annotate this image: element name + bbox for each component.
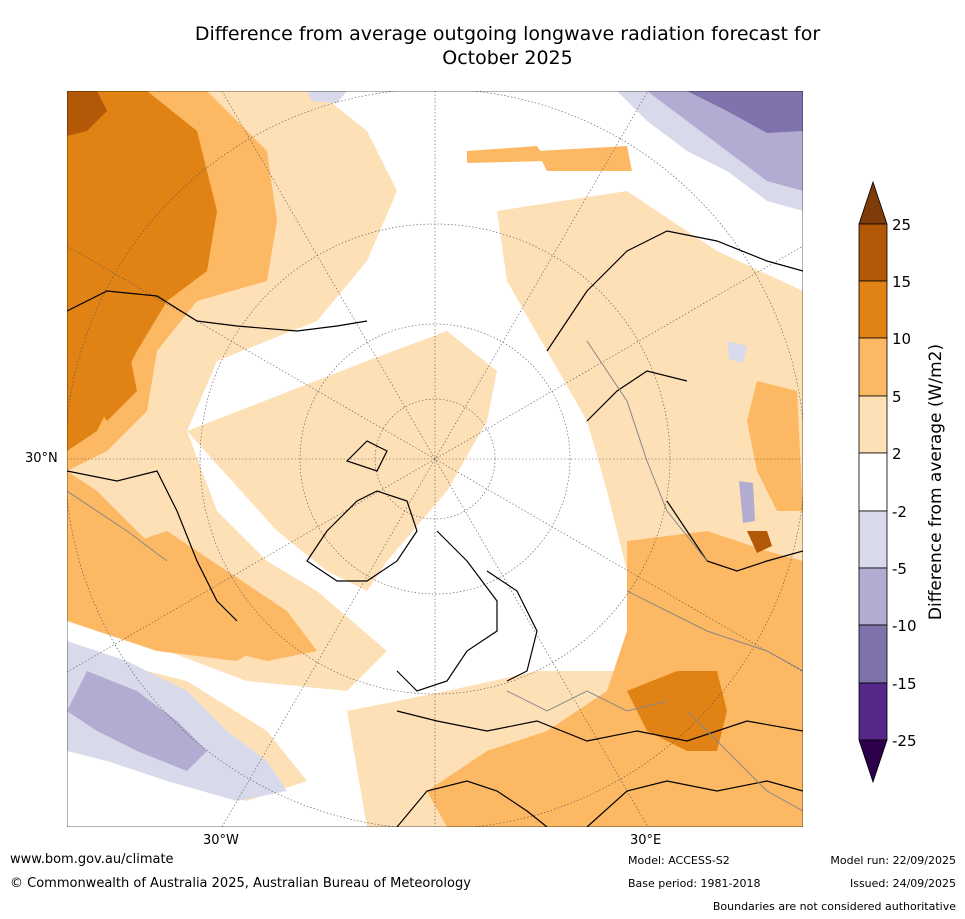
colorbar-band-10-15 xyxy=(858,280,888,339)
colorbar-tick-m15: -15 xyxy=(892,675,917,693)
colorbar-band-15-25 xyxy=(858,223,888,282)
footer-url: www.bom.gov.au/climate xyxy=(10,852,174,867)
footer-boundaries: Boundaries are not considered authoritat… xyxy=(712,900,956,913)
graticule xyxy=(67,91,803,827)
map-title: Difference from average outgoing longwav… xyxy=(60,22,955,70)
anomaly-15-25-regions xyxy=(67,91,772,553)
footer-copyright: © Commonwealth of Australia 2025, Austra… xyxy=(10,876,471,891)
colorbar-band-neutral xyxy=(858,452,888,512)
colorbar-tick-10: 10 xyxy=(892,330,911,348)
footer-model: Model: ACCESS-S2 xyxy=(628,854,730,867)
label-lon-30w: 30°W xyxy=(203,833,239,848)
title-line-2: October 2025 xyxy=(442,47,573,69)
colorbar-under-triangle xyxy=(858,739,888,784)
colorbar-tick-25: 25 xyxy=(892,216,911,234)
colorbar-tick-m25: -25 xyxy=(892,732,917,750)
colorbar-tick-m10: -10 xyxy=(892,617,917,635)
footer-issued: Issued: 24/09/2025 xyxy=(849,877,956,890)
colorbar-band-m25-m15 xyxy=(858,682,888,741)
colorbar-tick-5: 5 xyxy=(892,388,902,406)
colorbar-tick-m5: -5 xyxy=(892,560,907,578)
colorbar-over-triangle xyxy=(858,180,888,225)
boundaries xyxy=(67,340,803,812)
colorbar: 25 15 10 5 2 -2 -5 -10 -15 -25 xyxy=(858,180,917,784)
footer-model-run: Model run: 22/09/2025 xyxy=(830,854,956,867)
colorbar-band-m5-m2 xyxy=(858,510,888,569)
title-line-1: Difference from average outgoing longwav… xyxy=(194,23,821,45)
colorbar-tick-2: 2 xyxy=(892,445,902,463)
footer-base-period: Base period: 1981-2018 xyxy=(628,877,761,890)
coastlines xyxy=(67,230,803,827)
label-lon-30e: 30°E xyxy=(630,833,662,848)
colorbar-band-m15-m10 xyxy=(858,624,888,684)
colorbar-label: Difference from average (W/m2) xyxy=(926,343,946,621)
anomaly-10-15-regions xyxy=(67,91,727,751)
colorbar-band-2-5 xyxy=(858,395,888,454)
anomaly-map xyxy=(67,91,803,827)
colorbar-tick-m2: -2 xyxy=(892,503,907,521)
colorbar-band-m10-m5 xyxy=(858,567,888,626)
colorbar-band-5-10 xyxy=(858,337,888,397)
anomaly-m15-m10-regions xyxy=(687,91,803,133)
label-lat-30n: 30°N xyxy=(25,451,58,466)
colorbar-tick-15: 15 xyxy=(892,273,911,291)
